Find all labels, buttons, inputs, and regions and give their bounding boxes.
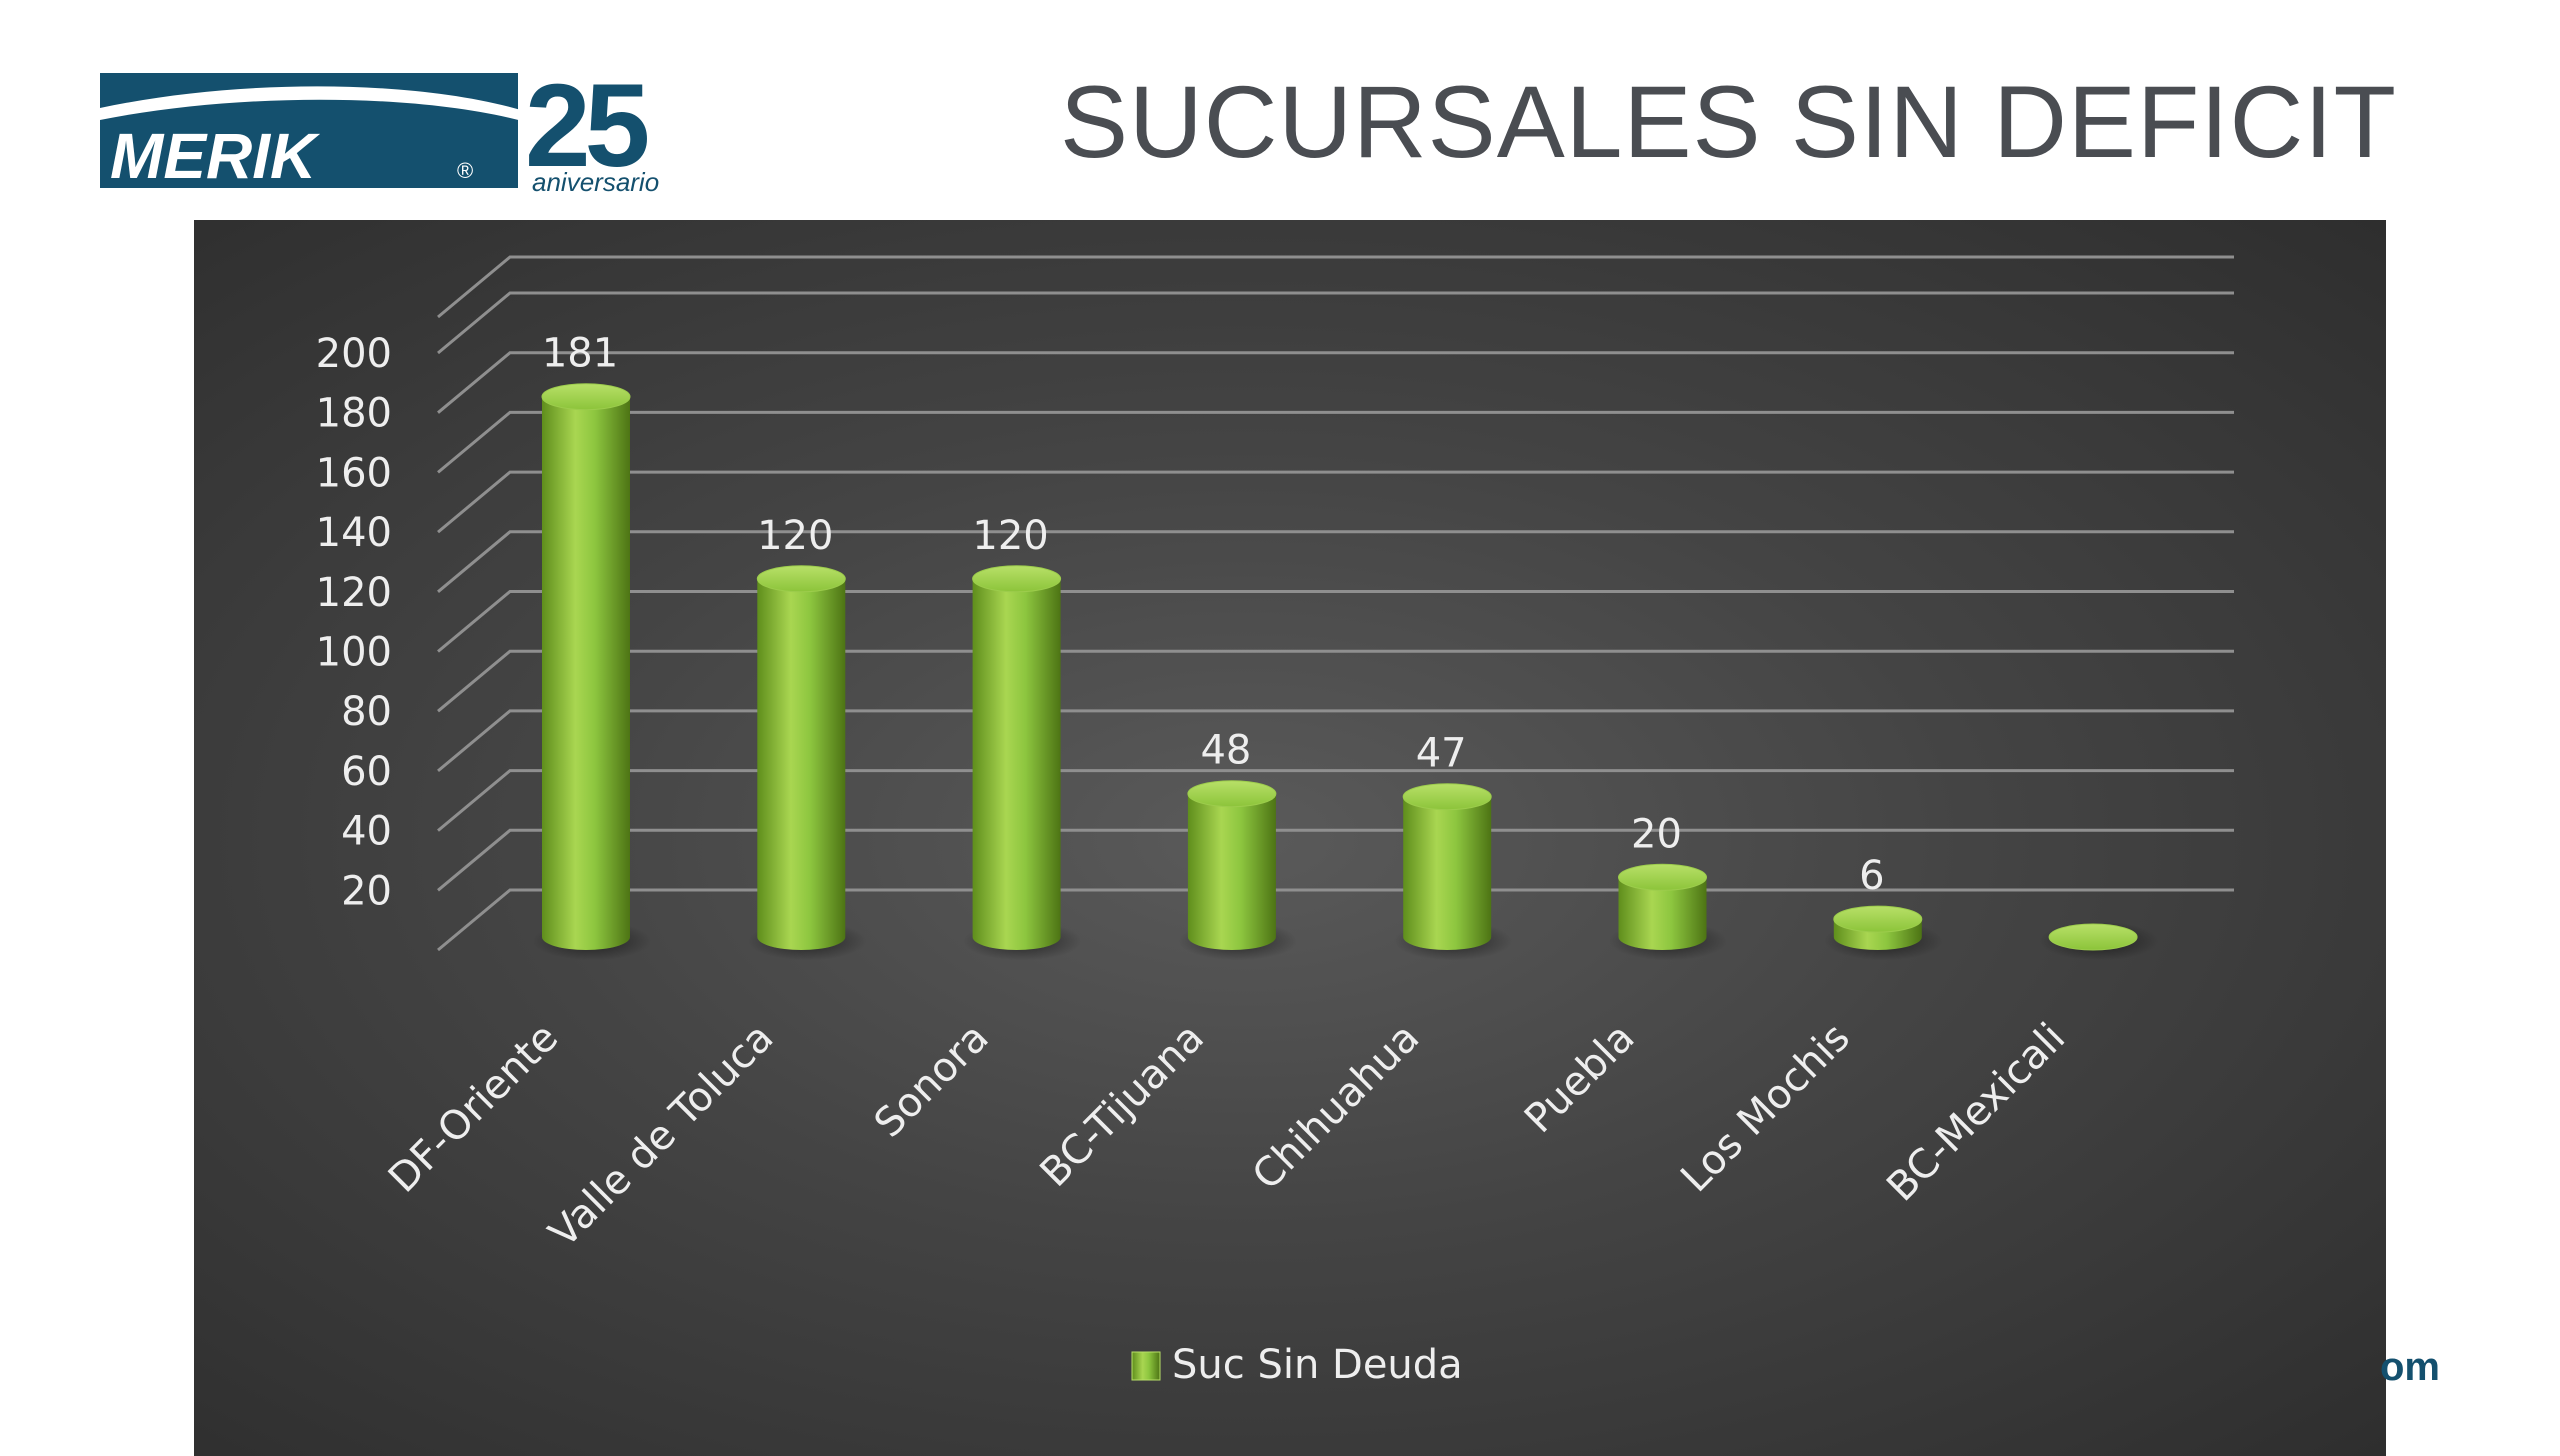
data-label: 6 — [1859, 853, 1884, 899]
x-tick-label: Sonora — [866, 1015, 998, 1147]
gridline-140 — [437, 470, 2234, 534]
bar-body — [972, 578, 1061, 950]
bar-top — [1833, 905, 1923, 933]
bar-top — [972, 565, 1062, 593]
y-tick-label: 80 — [341, 689, 392, 735]
legend-marker — [1131, 1351, 1161, 1381]
data-label: 48 — [1200, 728, 1251, 774]
y-tick-label: 200 — [316, 331, 392, 377]
gridline-120 — [437, 530, 2234, 593]
gridline-80 — [437, 649, 2234, 713]
chart-panel: 20 40 60 80 100 120 140 160 180 200 181 DF-Oriente 1… — [194, 220, 2386, 1456]
y-tick-label: 160 — [316, 450, 392, 496]
footer-url-fragment: om — [2380, 1345, 2440, 1389]
legend: Suc Sin Deuda — [1131, 1342, 1463, 1388]
data-label: 181 — [542, 331, 618, 377]
bar-puebla — [1609, 863, 1728, 961]
logo-registered: ® — [457, 158, 473, 183]
y-tick-label: 40 — [341, 809, 392, 855]
bar-body — [542, 396, 630, 951]
bar-body — [757, 578, 846, 950]
y-tick-label: 120 — [316, 570, 392, 616]
data-label: 120 — [757, 513, 833, 559]
x-tick-label: DF-Oriente — [380, 1015, 567, 1202]
bar-bc-mexicali — [2039, 921, 2159, 961]
y-tick-label: 100 — [316, 630, 392, 676]
gridline-top — [437, 255, 2234, 319]
bar-chihuahua — [1393, 783, 1513, 961]
y-tick-label: 180 — [316, 391, 392, 437]
data-label: 20 — [1631, 811, 1682, 857]
page-title: SUCURSALES SIN DEFICIT — [1060, 65, 2397, 179]
x-tick-label: BC-Tijuana — [1032, 1015, 1213, 1196]
bar-top — [756, 565, 846, 593]
bar-body — [1618, 877, 1707, 950]
bar-top — [1187, 780, 1277, 808]
logo-tagline: aniversario — [532, 167, 659, 197]
bar-top — [1618, 863, 1707, 891]
bar-df-oriente — [532, 383, 652, 961]
y-tick-label: 20 — [341, 868, 392, 914]
logo-years: 25 — [525, 68, 648, 192]
x-tick-label: Los Mochis — [1672, 1015, 1859, 1202]
gridline-180 — [437, 351, 2234, 414]
bar-chart: 20 40 60 80 100 120 140 160 180 200 181 DF-Oriente 1… — [316, 255, 2234, 1388]
gridline-100 — [437, 590, 2234, 653]
x-tick-label: Puebla — [1516, 1015, 1644, 1143]
bar-valle-de-toluca — [747, 565, 867, 961]
gridline-200 — [437, 291, 2234, 355]
data-label: 47 — [1416, 731, 1467, 777]
bar-sonora — [963, 565, 1082, 961]
floor-gridline — [437, 888, 2234, 952]
merik-logo: MERIK ® 25 aniversario — [100, 68, 659, 197]
bar-body — [1187, 793, 1276, 950]
y-tick-label: 140 — [316, 510, 392, 556]
x-tick-label: Valle de Toluca — [540, 1015, 782, 1257]
bar-los-mochis — [1824, 905, 1944, 961]
legend-label: Suc Sin Deuda — [1172, 1342, 1463, 1388]
gridline-160 — [437, 410, 2234, 474]
bar-top — [1402, 783, 1492, 811]
gridline-40 — [437, 769, 2234, 832]
bar-top — [541, 383, 631, 411]
x-tick-label: Chihuahua — [1244, 1015, 1428, 1199]
logo-brand: MERIK — [110, 120, 321, 192]
bar-top — [2048, 923, 2138, 951]
gridline-60 — [437, 709, 2234, 773]
bar-body — [1403, 796, 1492, 950]
x-tick-label: BC-Mexicali — [1878, 1015, 2074, 1211]
data-label: 120 — [972, 513, 1048, 559]
y-tick-label: 60 — [341, 749, 392, 795]
gridline-20 — [437, 828, 2234, 892]
bar-bc-tijuana — [1178, 780, 1298, 961]
